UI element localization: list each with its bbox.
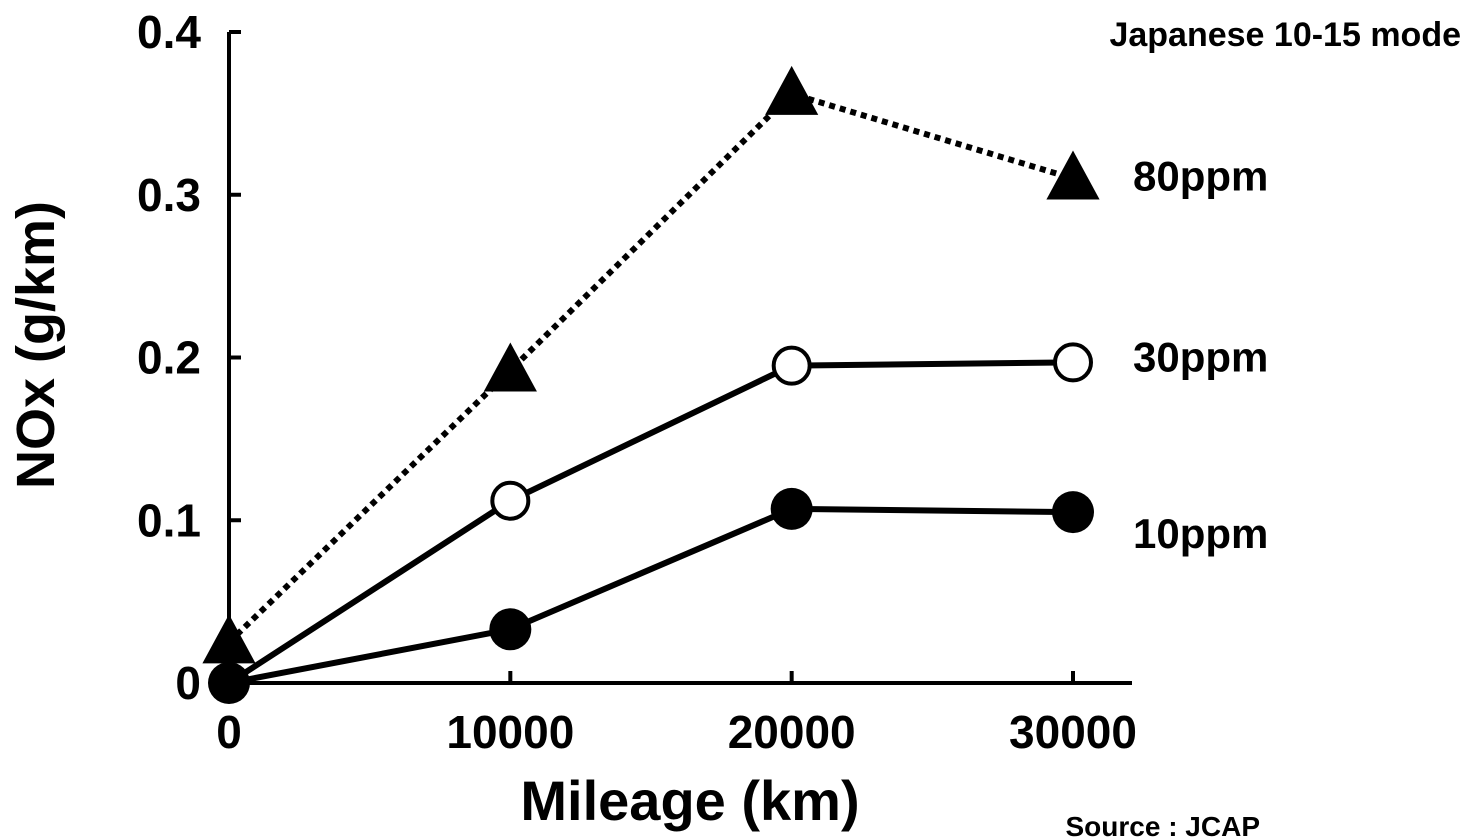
data-point-80ppm — [1046, 150, 1100, 200]
y-tick-label: 0.1 — [137, 494, 201, 546]
x-tick-label: 20000 — [728, 706, 856, 758]
data-point-30ppm — [490, 480, 531, 521]
data-point-30ppm — [771, 345, 812, 386]
series-markers-layer — [202, 65, 1100, 704]
series-label-10ppm: 10ppm — [1133, 510, 1268, 557]
x-tick-label: 10000 — [446, 706, 574, 758]
y-tick-label: 0 — [175, 657, 201, 709]
data-point-10ppm — [770, 487, 813, 530]
x-tick-label: 0 — [216, 706, 242, 758]
series-line-30ppm — [227, 359, 1074, 686]
x-tick-label: 30000 — [1009, 706, 1137, 758]
data-point-10ppm — [489, 608, 532, 651]
y-axis-label: NOx (g/km) — [6, 201, 66, 489]
y-tick-label: 0.4 — [137, 6, 201, 58]
axes-layer — [227, 32, 1132, 685]
chart-annotation: Japanese 10-15 mode — [1109, 16, 1461, 54]
series-lines-layer — [226, 90, 1074, 686]
y-tick-label: 0.3 — [137, 169, 201, 221]
series-line-10ppm — [228, 505, 1074, 686]
y-tick-label: 0.2 — [137, 332, 201, 384]
data-point-10ppm — [208, 662, 250, 704]
data-point-10ppm — [1052, 491, 1094, 534]
data-point-80ppm — [483, 342, 537, 392]
data-point-80ppm — [765, 65, 819, 115]
series-label-30ppm: 30ppm — [1133, 333, 1268, 380]
source-label: Source : JCAP — [1066, 811, 1261, 840]
series-label-80ppm: 80ppm — [1133, 152, 1268, 199]
data-point-80ppm — [202, 614, 256, 664]
data-point-30ppm — [1053, 342, 1093, 383]
labels-layer: Mileage (km) NOx (g/km) Japanese 10-15 m… — [6, 16, 1461, 840]
series-line-80ppm — [226, 90, 1074, 645]
x-axis-label: Mileage (km) — [520, 769, 859, 832]
